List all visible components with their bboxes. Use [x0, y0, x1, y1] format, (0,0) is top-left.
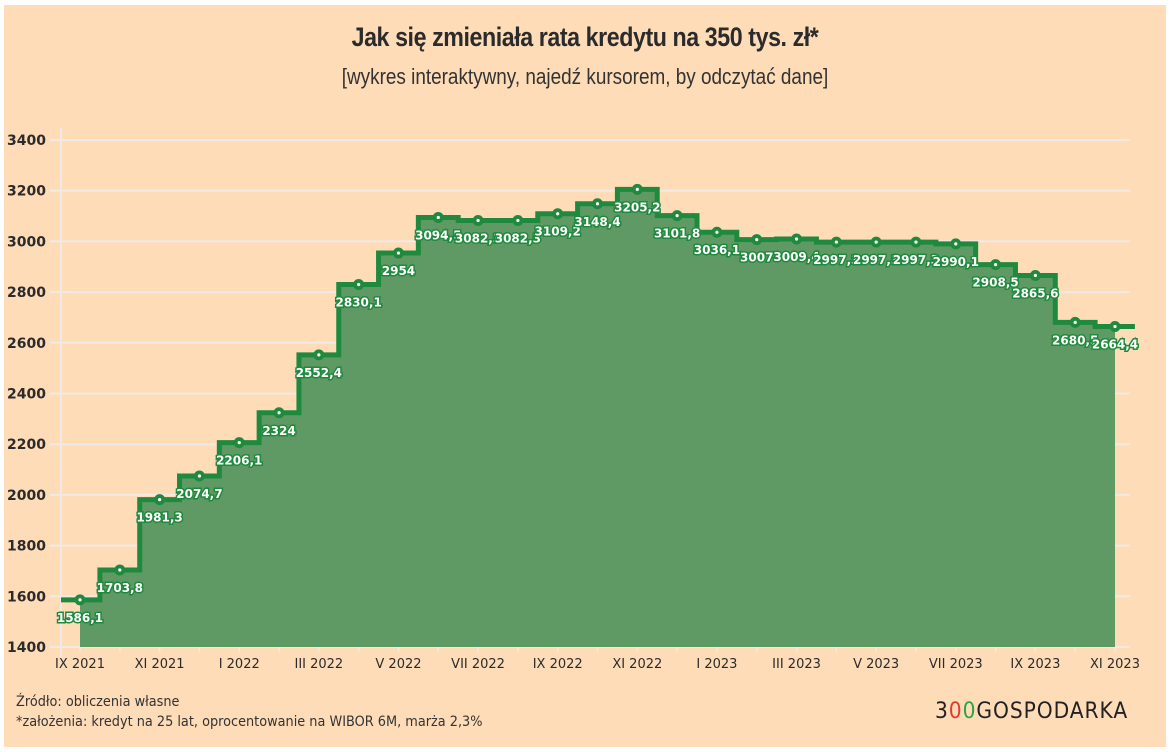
data-point-center	[595, 202, 600, 206]
data-label: 2997,3	[893, 253, 939, 267]
data-point-center	[357, 282, 361, 287]
data-point-center	[317, 353, 321, 357]
x-tick-label: VII 2022	[451, 657, 505, 672]
data-label: 2206,1	[216, 454, 262, 468]
data-labels: 1586,1 1703,8 1981,3 2074,7 2206,1 2324 2552,4…	[55, 199, 1139, 626]
x-tick-label: I 2022	[219, 657, 260, 672]
x-tick-label: III 2023	[772, 657, 821, 672]
data-label: 2552,4	[296, 366, 342, 380]
data-label: 3082,3	[455, 232, 501, 246]
data-point-center	[78, 598, 82, 602]
data-point-center	[556, 212, 560, 216]
data-point-center	[158, 498, 162, 502]
y-tick-label: 2400	[7, 387, 46, 403]
data-point-center	[476, 218, 480, 223]
data-label: 3101,8	[654, 227, 700, 241]
data-label: 2990,1	[933, 255, 979, 269]
data-point-center	[755, 238, 759, 242]
data-label: 2074,7	[176, 487, 222, 501]
y-axis: 1400 1600 1800 2000 2200 2400 2600 2800 3000 3200…	[7, 133, 46, 656]
data-label: 3082,3	[495, 232, 541, 246]
data-points	[74, 183, 1121, 606]
data-label: 2830,1	[335, 295, 381, 309]
data-label: 2324	[262, 424, 295, 438]
y-tick-label: 3400	[7, 133, 46, 149]
data-point-center	[396, 251, 401, 255]
data-point-center	[516, 218, 520, 223]
chart-title: Jak się zmieniała rata kredytu na 350 ty…	[351, 22, 819, 52]
x-tick-label: IX 2023	[1010, 657, 1060, 672]
logo-digit: 3	[935, 699, 949, 724]
x-tick-label: V 2022	[375, 657, 421, 672]
x-tick-label: V 2023	[853, 657, 899, 672]
data-label: 3009,4	[773, 250, 819, 264]
x-axis: IX 2021 XI 2021 I 2022 III 2022 V 2022 VII 20…	[55, 647, 1140, 672]
data-label: 3205,2	[614, 200, 660, 214]
data-label: 3148,4	[574, 215, 620, 229]
x-tick-label: I 2023	[696, 657, 737, 672]
x-tick-label: XI 2023	[1090, 657, 1140, 672]
y-tick-label: 1600	[7, 589, 46, 605]
data-label: 3007	[740, 251, 773, 265]
data-point-center	[834, 240, 838, 244]
x-tick-label: IX 2022	[533, 657, 583, 672]
data-point-center	[1073, 320, 1077, 324]
y-tick-label: 3200	[7, 184, 46, 200]
y-tick-label: 2200	[7, 437, 46, 453]
data-point-center	[1033, 273, 1037, 278]
y-tick-label: 2600	[7, 336, 46, 352]
data-point-center	[794, 237, 799, 241]
x-tick-label: VII 2023	[929, 657, 983, 672]
data-label: 3094,5	[415, 228, 461, 242]
data-point-center	[635, 187, 639, 191]
step-line	[61, 186, 1135, 603]
data-point-center	[118, 568, 122, 572]
data-label: 2664,4	[1092, 337, 1138, 351]
data-point-center	[197, 474, 202, 478]
x-tick-label: XI 2021	[135, 657, 185, 672]
data-label: 2680,5	[1052, 333, 1098, 347]
data-label: 1586,1	[57, 611, 103, 625]
series-area	[61, 186, 1135, 647]
y-tick-label: 2000	[7, 488, 46, 504]
data-point-center	[993, 262, 998, 267]
x-tick-label: IX 2021	[55, 657, 105, 672]
data-point-center	[954, 242, 958, 246]
x-tick-label: XI 2022	[612, 657, 662, 672]
source-note: Źródło: obliczenia własne	[16, 694, 180, 710]
logo-wordmark: GOSPODARKA	[976, 699, 1129, 724]
data-point-center	[874, 240, 878, 244]
logo-digit-green: 0	[962, 699, 977, 724]
data-label: 2954	[382, 264, 415, 278]
data-point-center	[715, 230, 719, 234]
logo-digit-red: 0	[948, 699, 963, 724]
data-point-center	[1113, 324, 1117, 329]
data-label: 1981,3	[136, 511, 182, 525]
data-point-center	[237, 441, 241, 445]
y-tick-label: 2800	[7, 285, 46, 301]
y-tick-label: 1800	[7, 539, 46, 555]
assumptions-note: *założenia: kredyt na 25 lat, oprocentow…	[16, 714, 483, 730]
data-point-center	[914, 240, 918, 244]
data-label: 1703,8	[97, 581, 143, 595]
data-point-center	[675, 213, 679, 218]
data-label: 2865,6	[1012, 286, 1058, 300]
data-point-center	[436, 215, 440, 220]
data-label: 2997,3	[813, 253, 859, 267]
data-label: 2908,5	[972, 276, 1018, 290]
data-point-center	[277, 411, 281, 415]
y-tick-label: 3000	[7, 234, 46, 250]
data-label: 2997,3	[853, 253, 899, 267]
x-tick-label: III 2022	[294, 657, 343, 672]
data-label: 3109,2	[535, 225, 581, 239]
data-label: 3036,1	[694, 243, 740, 257]
chart-subtitle: [wykres interaktywny, najedź kursorem, b…	[341, 64, 829, 89]
y-tick-label: 1400	[7, 640, 46, 656]
brand-logo[interactable]: 300GOSPODARKA	[935, 699, 1128, 724]
